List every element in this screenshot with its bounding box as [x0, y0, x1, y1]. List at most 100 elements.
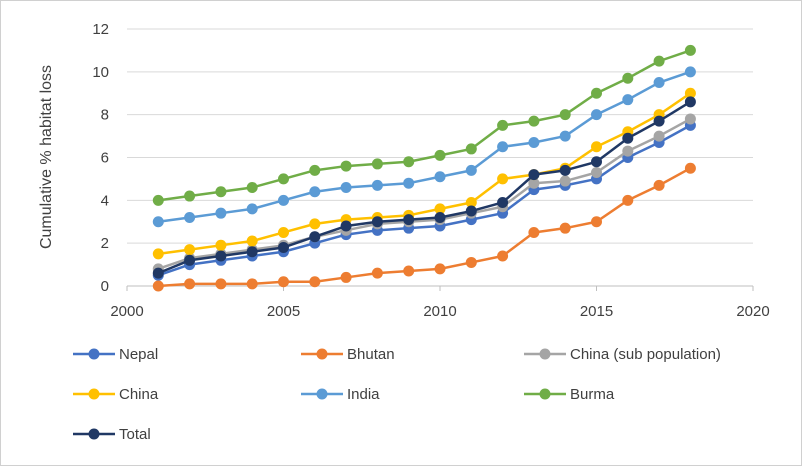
axes	[126, 285, 754, 291]
data-point	[246, 246, 258, 258]
data-point	[340, 220, 352, 232]
data-point	[528, 226, 540, 238]
data-point	[309, 276, 321, 288]
x-tick-label: 2005	[267, 303, 300, 320]
legend-swatch-marker	[88, 428, 100, 440]
data-point	[184, 278, 196, 290]
data-point	[152, 280, 164, 292]
data-point	[434, 211, 446, 223]
legend-label: Total	[119, 426, 151, 443]
legend-swatch-marker	[539, 348, 551, 360]
legend-label: India	[347, 386, 380, 403]
data-point	[559, 109, 571, 121]
data-point	[591, 166, 602, 178]
data-point	[403, 265, 415, 277]
legend-item-india: India	[301, 386, 380, 403]
legend-swatch-marker	[316, 348, 328, 360]
data-point	[215, 207, 227, 219]
data-point	[528, 177, 540, 189]
x-tick-label: 2000	[110, 303, 143, 320]
legend-item-nepal: Nepal	[73, 346, 158, 363]
legend-item-china-sub-population: China (sub population)	[524, 346, 721, 363]
data-point	[371, 267, 383, 279]
legend-label: China (sub population)	[570, 346, 721, 363]
legend: Nepal Bhutan China (sub population) China In…	[73, 346, 721, 443]
data-point	[591, 216, 602, 228]
data-point	[184, 211, 196, 223]
legend-item-total: Total	[73, 426, 151, 443]
data-point	[653, 77, 665, 89]
data-point	[371, 216, 383, 228]
data-point	[653, 115, 665, 127]
y-tick-labels: 0 2 4 6 8 10 12	[92, 21, 109, 295]
data-point	[434, 149, 446, 161]
data-point	[622, 194, 634, 206]
series-lines	[152, 44, 696, 292]
data-point	[215, 278, 227, 290]
legend-item-burma: Burma	[524, 386, 615, 403]
data-point	[309, 186, 321, 198]
series-burma	[152, 44, 696, 206]
data-point	[465, 205, 477, 217]
legend-swatch-marker	[539, 388, 551, 400]
data-point	[559, 130, 571, 142]
data-point	[278, 241, 289, 253]
series-total	[152, 96, 696, 279]
data-point	[653, 55, 665, 67]
legend-label: Burma	[570, 386, 615, 403]
series-line-china-sub-population	[157, 117, 692, 271]
data-point	[497, 141, 509, 153]
data-point	[340, 160, 352, 172]
legend-label: China	[119, 386, 159, 403]
data-point	[434, 203, 446, 215]
data-point	[278, 226, 289, 238]
data-point	[340, 181, 352, 193]
x-tick-label: 2015	[580, 303, 613, 320]
legend-label: Bhutan	[347, 346, 395, 363]
data-point	[497, 196, 509, 208]
legend-swatch-marker	[88, 348, 100, 360]
data-point	[497, 250, 509, 262]
series-line-burma	[158, 49, 691, 202]
data-point	[497, 173, 509, 185]
legend-label: Nepal	[119, 346, 158, 363]
data-point	[622, 94, 634, 106]
y-tick-label: 4	[101, 192, 109, 209]
data-point	[184, 244, 196, 256]
y-tick-label: 6	[101, 150, 109, 167]
data-point	[465, 164, 477, 176]
data-point	[403, 177, 415, 189]
data-point	[152, 267, 164, 279]
legend-item-china: China	[73, 386, 159, 403]
y-axis-title: Cumulative % habitat loss	[38, 65, 55, 249]
data-point	[215, 239, 227, 251]
data-point	[622, 145, 634, 157]
data-point	[684, 162, 696, 174]
series-line-total	[157, 100, 692, 275]
data-point	[622, 132, 634, 144]
data-point	[528, 137, 540, 149]
data-point	[434, 171, 446, 183]
data-point	[684, 66, 696, 78]
data-point	[278, 173, 289, 185]
data-point	[465, 256, 477, 268]
data-point	[591, 109, 602, 121]
data-point	[246, 235, 258, 247]
legend-swatch-marker	[88, 388, 100, 400]
data-point	[152, 194, 164, 206]
x-tick-label: 2020	[736, 303, 769, 320]
data-point	[246, 278, 258, 290]
data-point	[434, 263, 446, 275]
data-point	[215, 186, 227, 198]
data-point	[684, 96, 696, 108]
legend-item-bhutan: Bhutan	[301, 346, 395, 363]
y-tick-label: 12	[92, 21, 109, 38]
data-point	[184, 190, 196, 202]
y-tick-label: 0	[101, 278, 109, 295]
data-point	[371, 158, 383, 170]
data-point	[309, 231, 321, 243]
data-point	[559, 175, 571, 187]
data-point	[371, 179, 383, 191]
